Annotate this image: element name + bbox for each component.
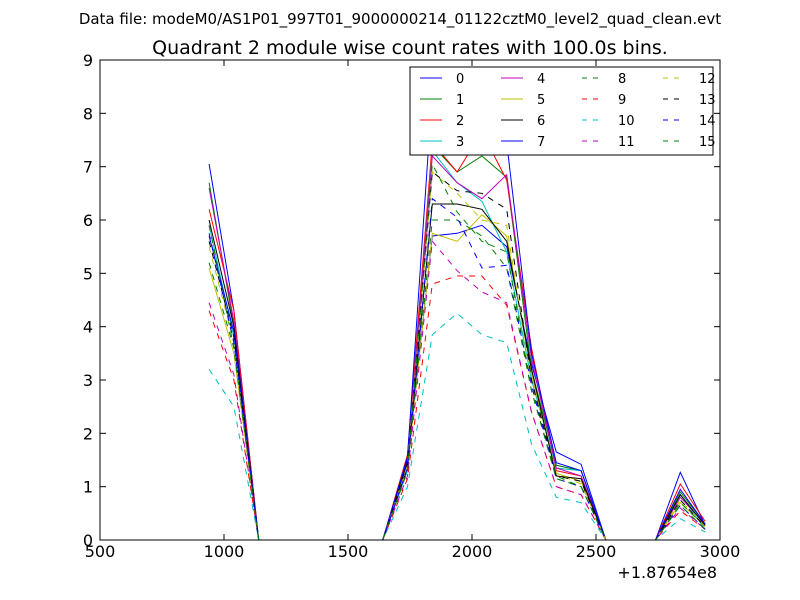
legend-label-11: 11 bbox=[618, 135, 635, 150]
x-tick-label: 1000 bbox=[204, 542, 245, 561]
y-tick-label: 3 bbox=[83, 371, 93, 390]
x-tick-label: 2000 bbox=[452, 542, 493, 561]
legend-label-0: 0 bbox=[456, 72, 464, 87]
legend-label-7: 7 bbox=[537, 135, 545, 150]
legend-label-10: 10 bbox=[618, 114, 635, 129]
series-line-7 bbox=[208, 90, 706, 541]
series-layer bbox=[208, 90, 706, 541]
figure-suptitle: Data file: modeM0/AS1P01_997T01_90000002… bbox=[79, 10, 721, 29]
series-line-5 bbox=[208, 214, 706, 541]
legend-label-13: 13 bbox=[699, 93, 716, 108]
axes-frame bbox=[99, 59, 721, 541]
legend-label-4: 4 bbox=[537, 72, 545, 87]
chart-title: Quadrant 2 module wise count rates with … bbox=[152, 37, 668, 59]
y-tick-label: 5 bbox=[83, 264, 93, 283]
series-line-12 bbox=[208, 170, 706, 541]
y-tick-label: 2 bbox=[83, 424, 93, 443]
series-line-8 bbox=[208, 219, 706, 541]
x-offset-label: +1.87654e8 bbox=[617, 563, 717, 582]
y-tick-label: 6 bbox=[83, 211, 93, 230]
x-tick-label: 3000 bbox=[700, 542, 741, 561]
legend-label-1: 1 bbox=[456, 93, 464, 108]
legend-label-3: 3 bbox=[456, 135, 464, 150]
legend-box bbox=[409, 66, 714, 156]
legend-label-9: 9 bbox=[618, 93, 626, 108]
series-line-2 bbox=[208, 130, 706, 541]
legend-label-14: 14 bbox=[699, 114, 716, 129]
legend-label-2: 2 bbox=[456, 114, 464, 129]
series-line-4 bbox=[208, 154, 706, 541]
x-tick-label: 2500 bbox=[576, 542, 617, 561]
legend-label-12: 12 bbox=[699, 72, 716, 87]
x-tick-label: 1500 bbox=[328, 542, 369, 561]
y-tick-label: 0 bbox=[83, 531, 93, 550]
legend-label-15: 15 bbox=[699, 135, 716, 150]
series-line-10 bbox=[208, 312, 706, 541]
legend-label-8: 8 bbox=[618, 72, 626, 87]
series-line-3 bbox=[208, 149, 706, 541]
series-line-13 bbox=[208, 171, 706, 541]
series-line-9 bbox=[208, 275, 706, 541]
series-line-11 bbox=[208, 240, 706, 541]
legend-label-5: 5 bbox=[537, 93, 545, 108]
series-line-6 bbox=[208, 203, 706, 541]
y-tick-label: 7 bbox=[83, 158, 93, 177]
y-tick-label: 9 bbox=[83, 51, 93, 70]
y-tick-label: 8 bbox=[83, 104, 93, 123]
y-tick-label: 1 bbox=[83, 478, 93, 497]
series-line-14 bbox=[208, 197, 706, 541]
x-tick-label: 500 bbox=[85, 542, 116, 561]
legend-label-6: 6 bbox=[537, 114, 545, 129]
y-tick-label: 4 bbox=[83, 318, 93, 337]
